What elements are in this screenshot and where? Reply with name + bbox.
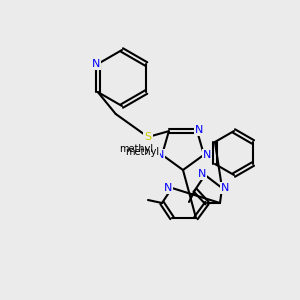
- Text: methyl: methyl: [140, 198, 145, 199]
- Text: methyl: methyl: [119, 144, 153, 154]
- Text: N: N: [156, 150, 164, 160]
- Text: S: S: [144, 132, 152, 142]
- Text: methyl: methyl: [147, 155, 152, 157]
- Text: N: N: [203, 150, 211, 160]
- Text: methyl: methyl: [147, 151, 152, 152]
- Text: N: N: [164, 183, 172, 193]
- Text: N: N: [92, 59, 100, 69]
- Text: N: N: [221, 183, 229, 193]
- Text: methyl: methyl: [125, 147, 159, 157]
- Text: N: N: [198, 169, 206, 179]
- Text: N: N: [195, 125, 203, 135]
- Text: methyl: methyl: [188, 207, 193, 208]
